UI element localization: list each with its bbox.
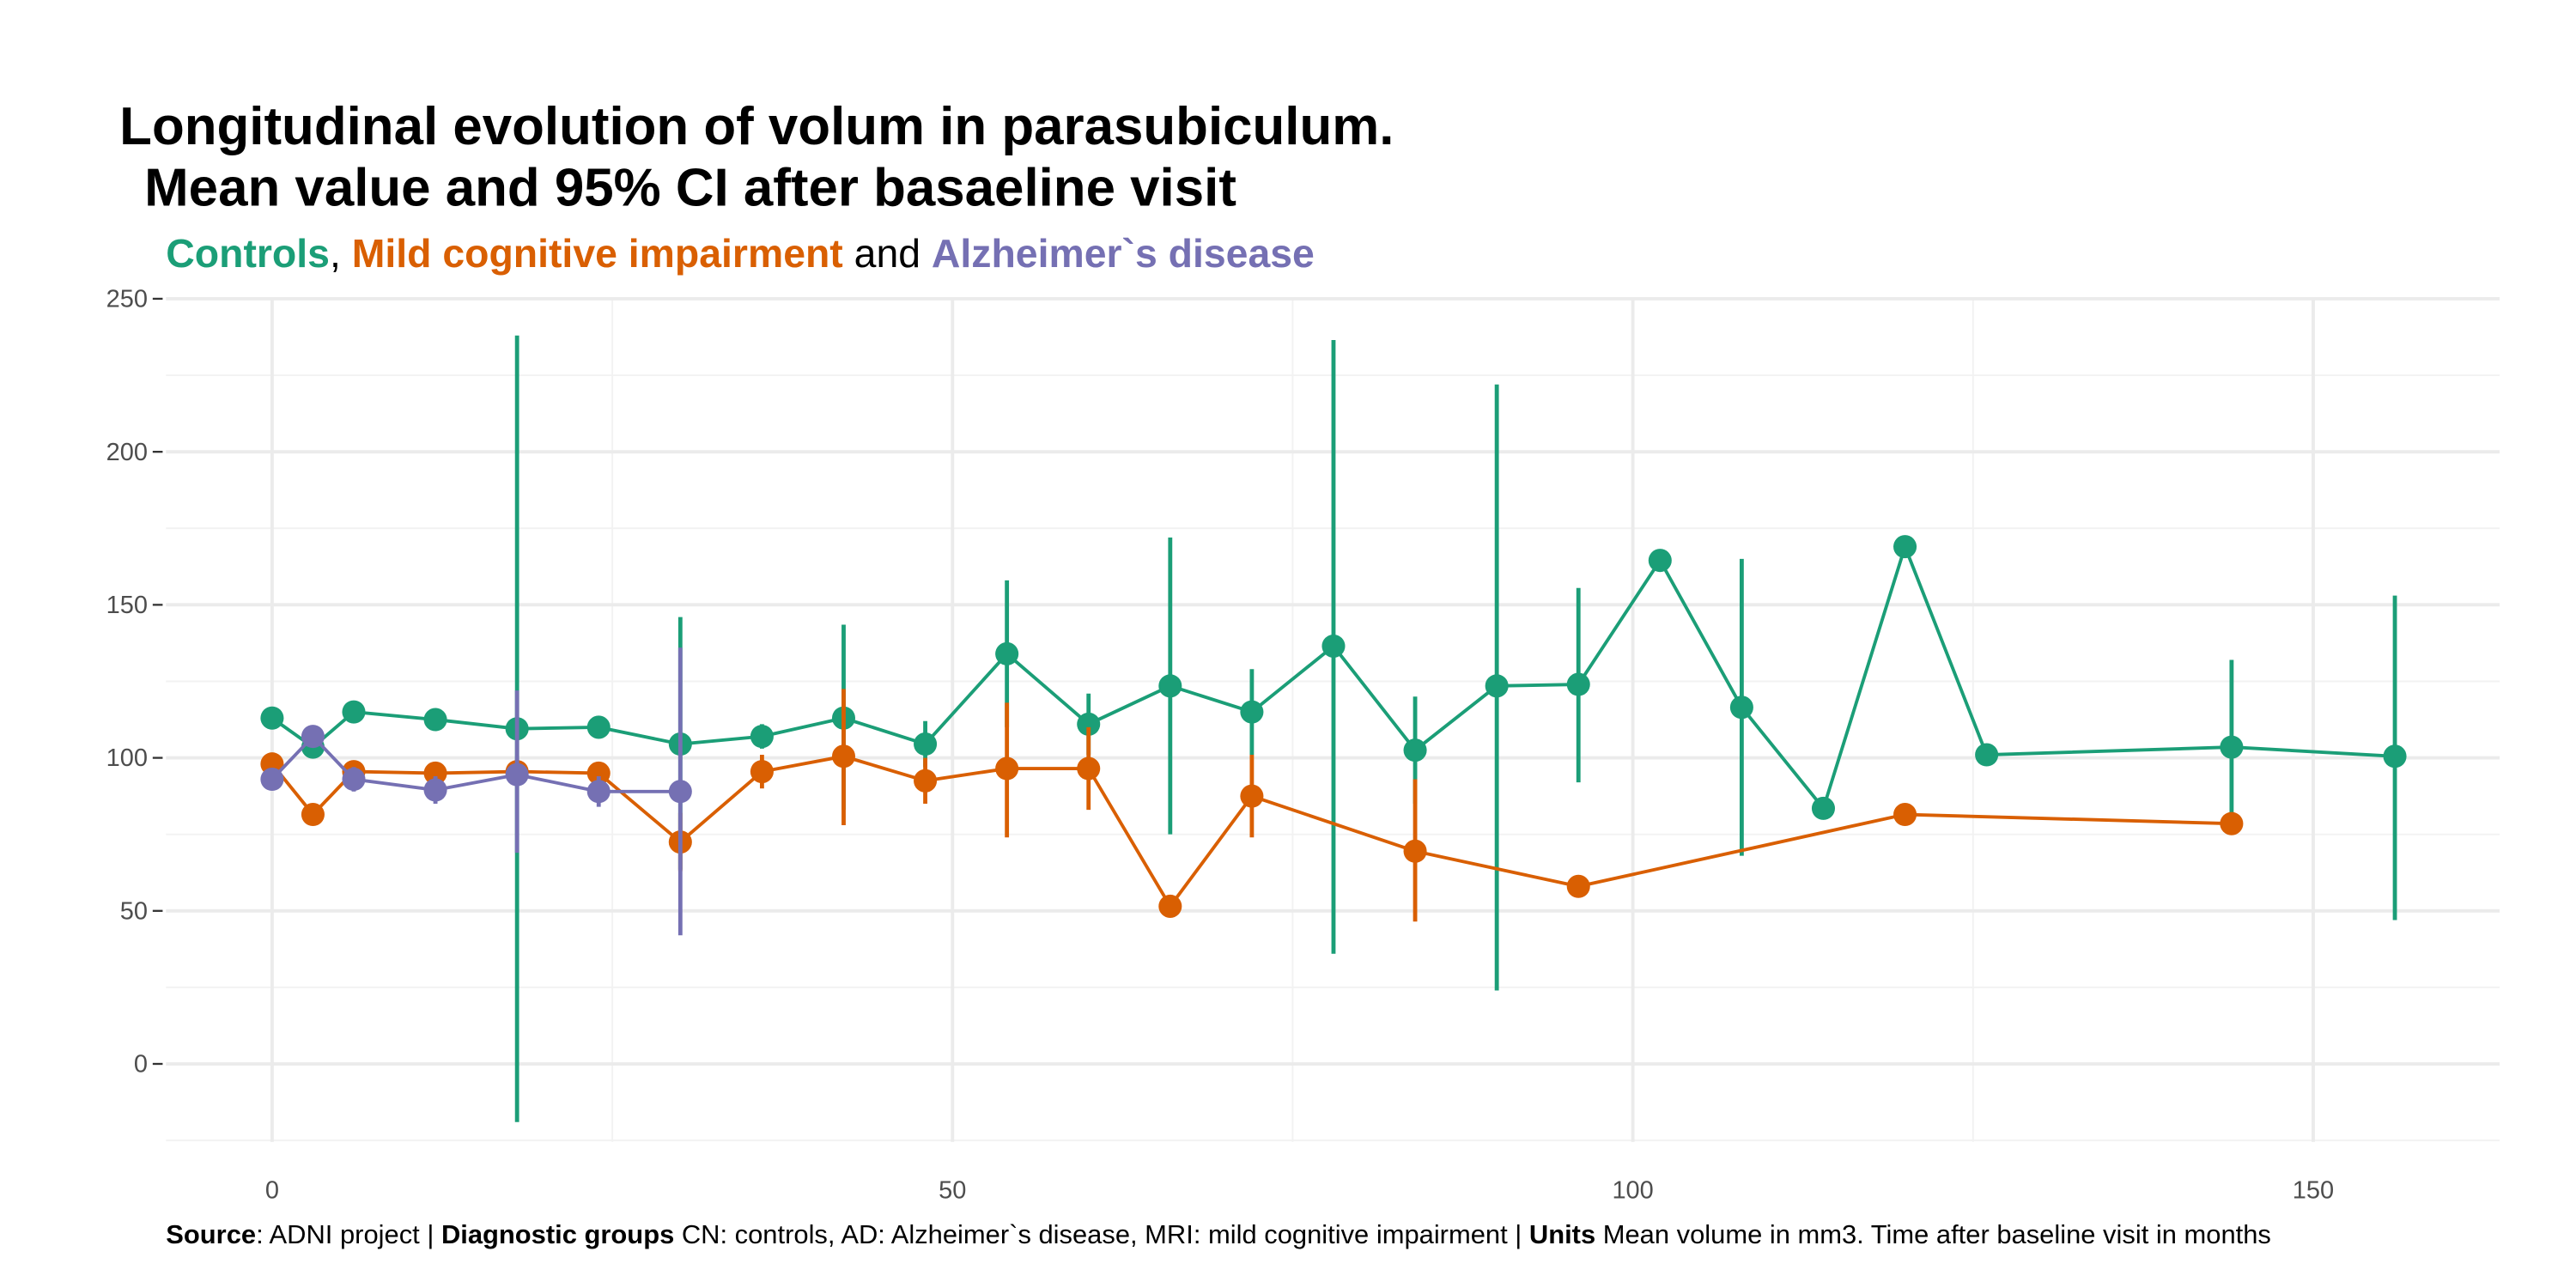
point [831, 744, 856, 769]
point [342, 767, 366, 792]
point [1321, 634, 1346, 659]
subtitle-part: Mild cognitive impairment [352, 231, 843, 276]
series-line [270, 754, 2232, 909]
point [2383, 744, 2407, 769]
point [260, 767, 284, 792]
series-line [270, 733, 681, 793]
point [1566, 672, 1590, 696]
marks [260, 335, 2407, 1122]
point [914, 769, 938, 793]
chart-title: Mean value and 95% CI after basaeline vi… [144, 159, 1236, 218]
caption-part: Mean volume in mm3. Time after baseline … [1595, 1219, 2271, 1249]
point [1077, 712, 1101, 736]
point [995, 756, 1019, 781]
y-tick-label: 0 [134, 1051, 148, 1078]
caption-part: Source [166, 1219, 256, 1249]
point [2220, 811, 2244, 835]
point [505, 762, 529, 787]
point [1240, 784, 1264, 808]
point [1975, 743, 1999, 767]
point [1485, 674, 1509, 698]
point [423, 778, 447, 802]
y-tick-label: 100 [106, 744, 148, 772]
point [342, 700, 366, 724]
point [260, 706, 284, 730]
point [423, 708, 447, 732]
point [1893, 802, 1917, 827]
point [1158, 674, 1182, 698]
y-tick-label: 250 [106, 286, 148, 313]
point [668, 780, 692, 804]
grid: 0 50 100 150 200 250 0 50 100 150 [106, 286, 2500, 1205]
point [750, 760, 774, 784]
x-tick-label: 0 [265, 1177, 279, 1205]
point [1893, 535, 1917, 559]
caption-part: CN: controls, AD: Alzheimer`s disease, M… [674, 1219, 1529, 1249]
point [1403, 839, 1427, 863]
subtitle: Controls, Mild cognitive impairment and … [166, 231, 1315, 276]
point [1566, 874, 1590, 898]
point [1811, 796, 1836, 820]
subtitle-part: Alzheimer`s disease [932, 231, 1315, 276]
point [1158, 894, 1182, 918]
caption-part: Units [1529, 1219, 1595, 1249]
point [301, 725, 325, 749]
caption: Source: ADNI project | Diagnostic groups… [166, 1219, 2271, 1249]
point [1240, 700, 1264, 724]
subtitle-part: Controls [166, 231, 330, 276]
x-tick-label: 150 [2293, 1177, 2334, 1205]
caption-part: : ADNI project | [256, 1219, 441, 1249]
y-tick-label: 50 [120, 897, 148, 925]
subtitle-part: and [843, 231, 932, 276]
point [423, 761, 447, 785]
point [1729, 696, 1753, 720]
point [1077, 756, 1101, 781]
point [750, 725, 774, 749]
point [995, 641, 1019, 665]
chart-title: Longitudinal evolution of volum in paras… [119, 97, 1394, 156]
x-tick-label: 100 [1612, 1177, 1653, 1205]
y-tick-label: 200 [106, 439, 148, 466]
point [586, 715, 611, 739]
point [586, 761, 611, 785]
point [1403, 738, 1427, 762]
point [2220, 735, 2244, 759]
caption-part: Diagnostic groups [441, 1219, 674, 1249]
point [914, 732, 938, 756]
y-tick-label: 150 [106, 592, 148, 619]
point [1648, 549, 1672, 573]
point [586, 780, 611, 804]
x-tick-label: 50 [939, 1177, 966, 1205]
point [301, 802, 325, 827]
subtitle-part: , [330, 231, 352, 276]
